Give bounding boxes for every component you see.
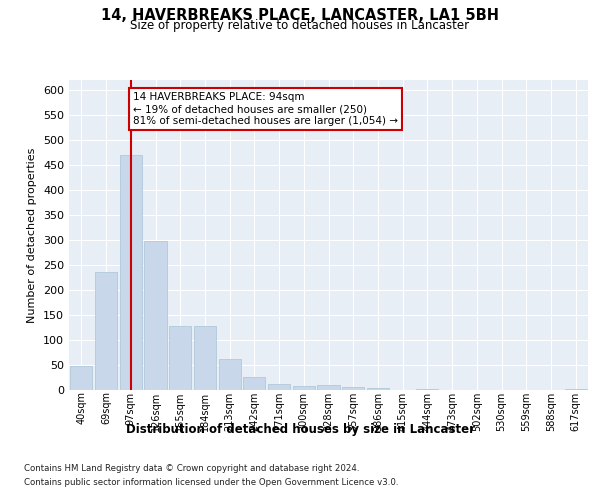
Y-axis label: Number of detached properties: Number of detached properties (28, 148, 37, 322)
Bar (169, 326, 191, 390)
Bar (342, 386, 364, 390)
Bar (317, 385, 340, 390)
Bar (268, 384, 290, 390)
Bar (70, 366, 92, 390)
Text: 14 HAVERBREAKS PLACE: 94sqm
← 19% of detached houses are smaller (250)
81% of se: 14 HAVERBREAKS PLACE: 94sqm ← 19% of det… (133, 92, 398, 126)
Bar (194, 326, 216, 390)
Bar (218, 359, 241, 390)
Text: 14, HAVERBREAKS PLACE, LANCASTER, LA1 5BH: 14, HAVERBREAKS PLACE, LANCASTER, LA1 5B… (101, 8, 499, 22)
Bar (367, 388, 389, 390)
Text: Contains public sector information licensed under the Open Government Licence v3: Contains public sector information licen… (24, 478, 398, 487)
Bar (243, 376, 265, 390)
Bar (119, 155, 142, 390)
Bar (95, 272, 117, 390)
Bar (565, 389, 587, 390)
Text: Size of property relative to detached houses in Lancaster: Size of property relative to detached ho… (130, 19, 470, 32)
Bar (145, 241, 167, 390)
Text: Contains HM Land Registry data © Crown copyright and database right 2024.: Contains HM Land Registry data © Crown c… (24, 464, 359, 473)
Bar (293, 386, 315, 390)
Text: Distribution of detached houses by size in Lancaster: Distribution of detached houses by size … (125, 422, 475, 436)
Bar (416, 388, 439, 390)
